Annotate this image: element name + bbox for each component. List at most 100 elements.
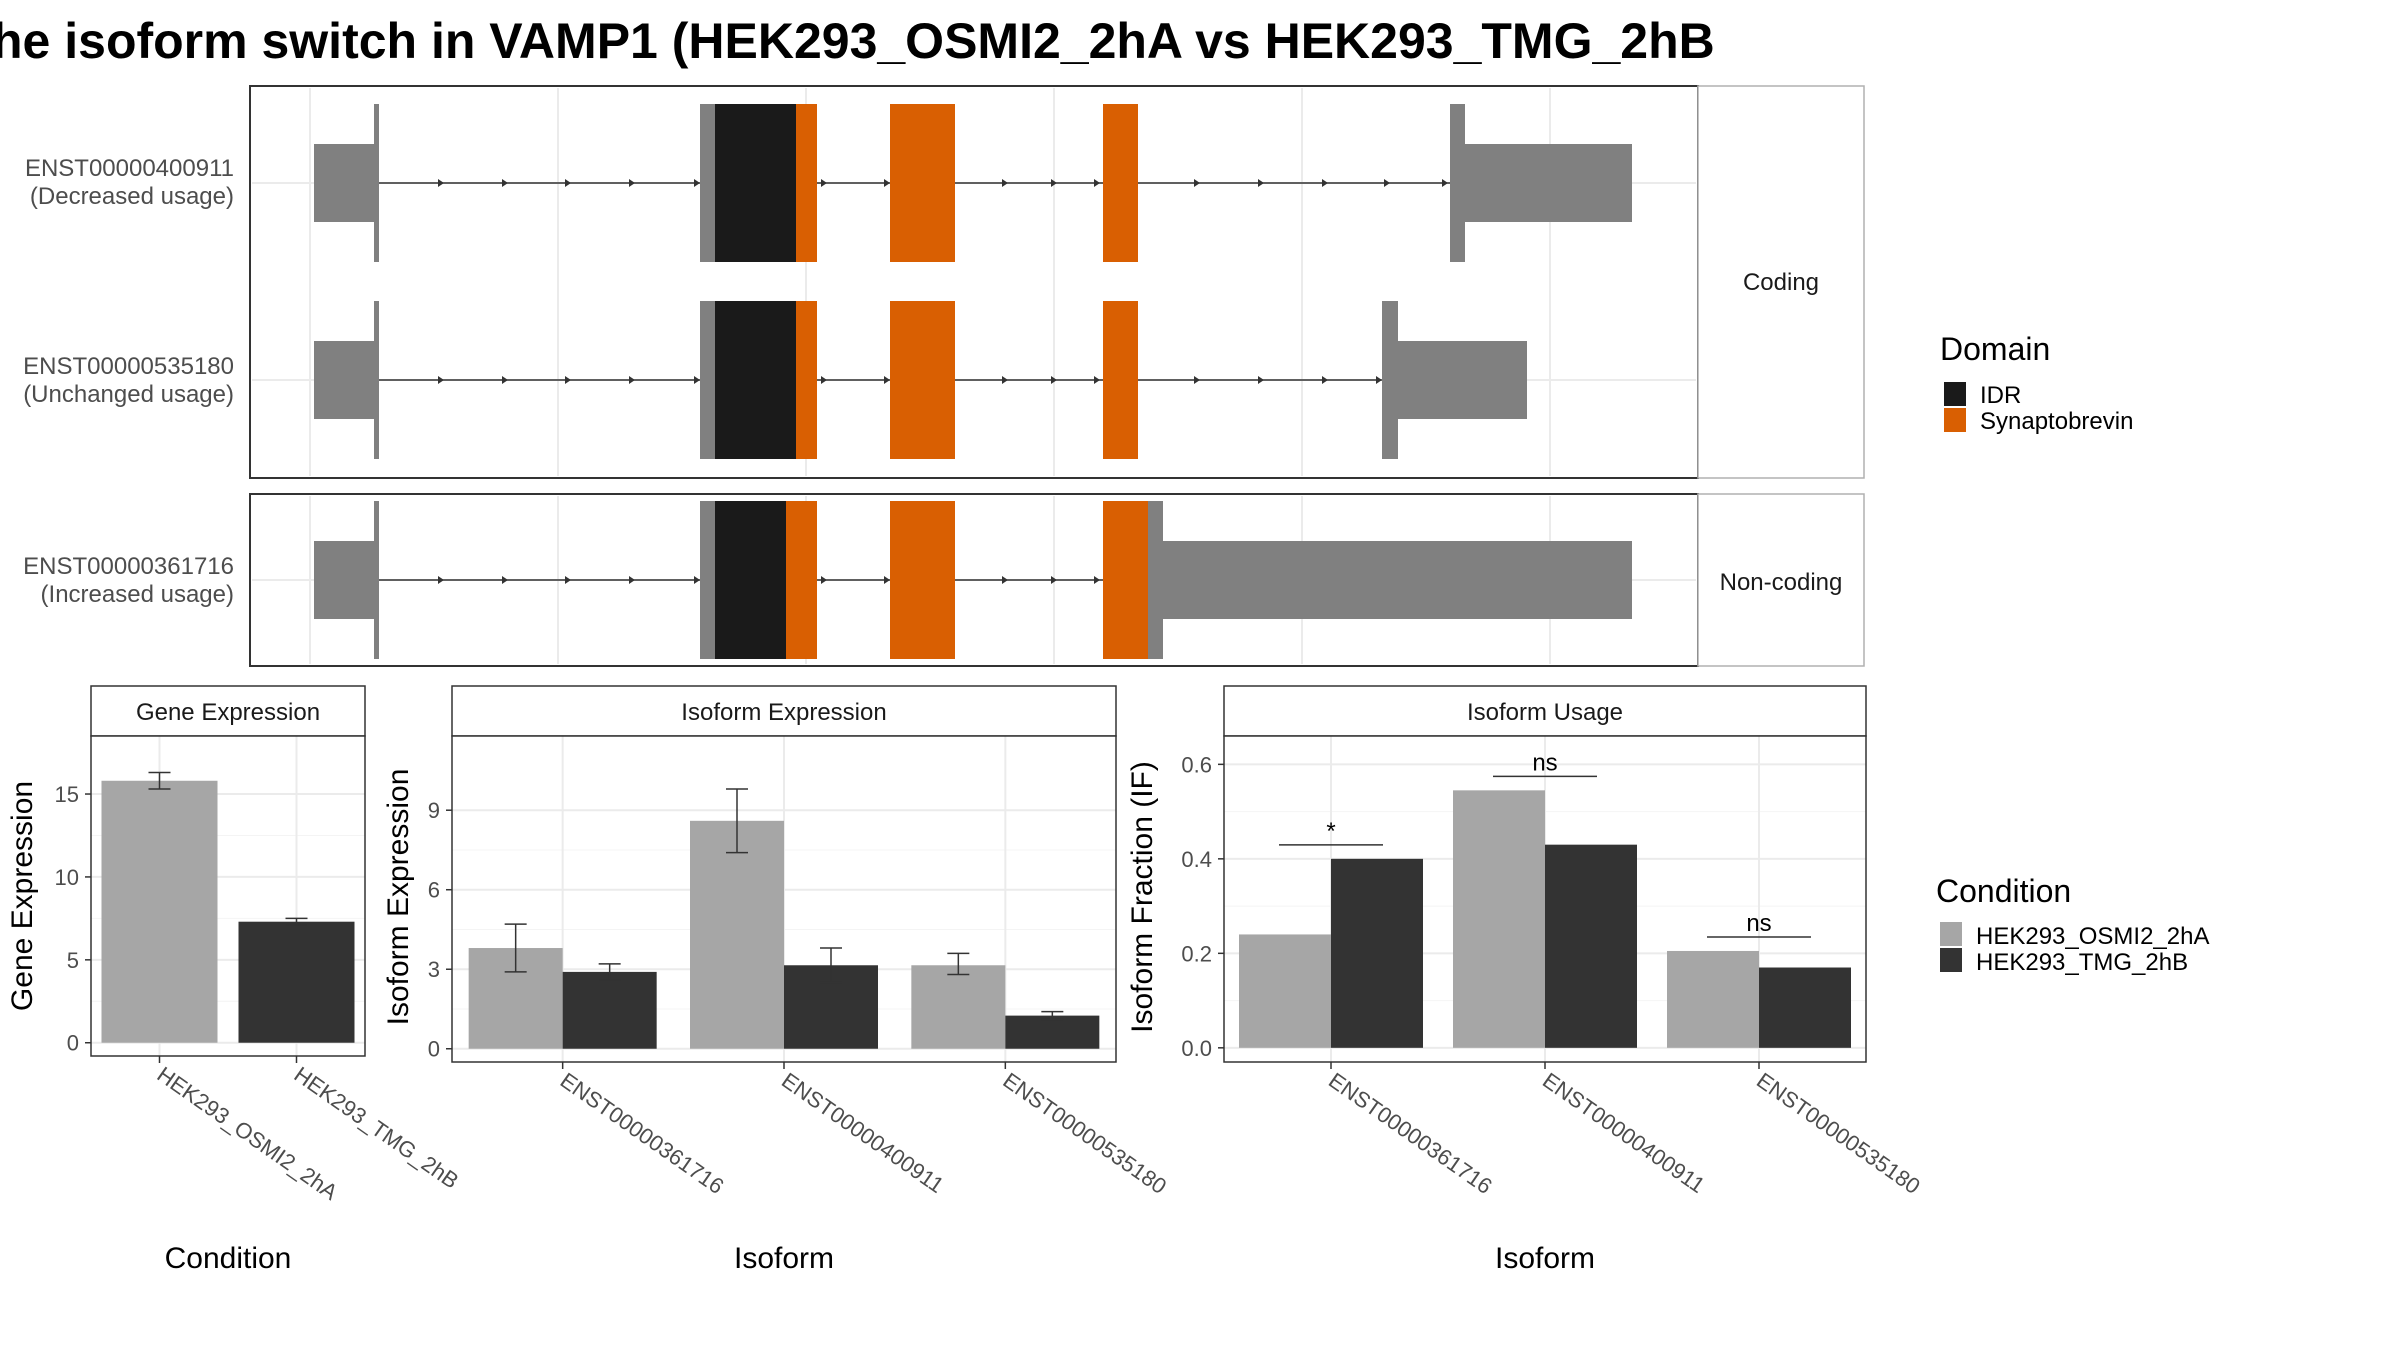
intron-arrow [694,576,700,584]
track-label-id: ENST00000361716 [23,553,234,580]
y-ticks: 0.0 0.2 0.4 0.6 [1181,752,1224,1061]
intron-arrow [1002,376,1008,384]
exon-segment [700,104,715,262]
synaptobrevin-domain [1103,104,1138,262]
exon-segment [700,301,715,459]
x-tick-label: ENST00000400911 [1538,1068,1709,1198]
exon-segment [374,301,379,459]
track-label-note: (Unchanged usage) [23,381,234,408]
intron-arrow [1442,179,1448,187]
y-tick-label: 15 [55,782,79,807]
x-ticks: ENST00000361716 ENST00000400911 ENST000005… [1324,1062,1925,1199]
x-tick-label: ENST00000361716 [556,1068,729,1199]
figure-title: he isoform switch in VAMP1 (HEK293_OSMI2… [0,13,1715,69]
bar [562,971,657,1049]
y-tick-label: 0 [67,1031,79,1056]
y-ticks: 0 3 6 9 [428,798,452,1062]
legend-label-osmi: HEK293_OSMI2_2hA [1976,923,2209,950]
bar [101,780,218,1043]
y-tick-label: 9 [428,798,440,823]
y-tick-label: 0.0 [1181,1036,1212,1061]
intron-arrow [1258,376,1264,384]
legend-swatch-tmg [1940,948,1962,972]
legend-swatch-synaptobrevin [1944,408,1966,432]
exon-segment [314,341,378,419]
track-label-note: (Decreased usage) [30,183,234,210]
y-tick-label: 0.4 [1181,847,1212,872]
plot-border [90,735,366,1057]
x-ticks: ENST00000361716 ENST00000400911 ENST000005… [556,1062,1171,1199]
intron-arrow [1051,376,1057,384]
condition-legend-title: Condition [1936,873,2071,909]
synaptobrevin-domain [1103,301,1138,459]
chart-strip-label: Isoform Expression [681,699,886,726]
intron-arrow [821,376,827,384]
x-axis-label: Isoform [734,1242,834,1275]
exon-segment [1450,104,1465,262]
exon-segment [700,501,715,659]
exon-segment [374,501,379,659]
legend-label-idr: IDR [1980,382,2021,409]
domain-legend: Domain IDR Synaptobrevin [1940,331,2133,435]
x-axis-label: Isoform [1495,1242,1595,1275]
x-tick-label: ENST00000361716 [1324,1068,1497,1199]
intron-arrow [1094,376,1100,384]
intron-arrow [884,376,890,384]
intron-arrow [629,576,635,584]
intron-arrow [694,179,700,187]
bars: * ns ns [1239,749,1851,1048]
intron-arrow [502,376,508,384]
intron-arrow [821,576,827,584]
y-ticks: 0 5 10 15 [55,782,91,1056]
bar [1667,950,1759,1048]
x-tick-label: ENST00000535180 [998,1068,1171,1199]
idr-domain [715,501,786,659]
intron-arrow [1384,179,1390,187]
idr-domain [715,104,796,262]
y-tick-label: 0.6 [1181,752,1212,777]
bar [1239,934,1331,1048]
y-tick-label: 3 [428,957,440,982]
exon-segment [314,541,378,619]
bar [238,921,355,1043]
bar [1005,1015,1100,1049]
synaptobrevin-domain [890,301,955,459]
intron-arrow [1322,376,1328,384]
idr-domain [715,301,796,459]
intron-arrow [1002,576,1008,584]
bars [468,788,1100,1049]
legend-swatch-idr [1944,382,1966,406]
significance-label: ns [1746,910,1771,937]
intron-arrow [438,376,444,384]
bar [1453,790,1545,1048]
significance-label: * [1326,818,1335,845]
y-axis-label: Gene Expression [6,781,39,1011]
synaptobrevin-domain [890,501,955,659]
transcript-track [314,104,1632,262]
legend-swatch-osmi [1940,922,1962,946]
y-tick-label: 6 [428,878,440,903]
structure-tracks [314,104,1632,659]
exon-segment [1465,144,1632,222]
bar [1759,967,1851,1048]
intron-arrow [1322,179,1328,187]
bar [690,820,784,1049]
x-tick-label: ENST00000400911 [777,1068,948,1198]
intron-arrow [629,376,635,384]
noncoding-strip-label: Non-coding [1720,569,1843,596]
track-label-id: ENST00000535180 [23,353,234,380]
synaptobrevin-domain [890,104,955,262]
y-tick-label: 10 [55,865,79,890]
chart-strip-label: Gene Expression [136,699,320,726]
intron-arrow [502,576,508,584]
x-axis-label: Condition [165,1242,292,1275]
exon-segment [1148,501,1163,659]
y-tick-label: 0.2 [1181,941,1212,966]
intron-arrow [821,179,827,187]
y-tick-label: 5 [67,948,79,973]
domain-legend-title: Domain [1940,331,2050,367]
bar [911,965,1006,1049]
intron-arrow [1094,576,1100,584]
bar [1545,844,1637,1048]
bars [101,771,355,1043]
